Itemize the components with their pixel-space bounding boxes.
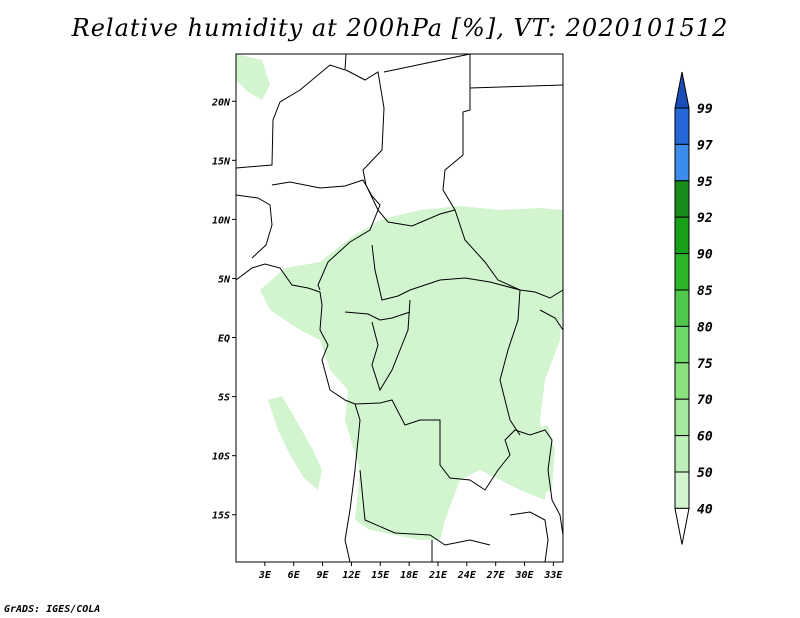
border-west <box>235 194 273 259</box>
border-drc-uganda <box>499 289 521 381</box>
colorbar-label: 70 <box>697 393 713 408</box>
colorbar-label: 60 <box>697 430 713 445</box>
humidity-region-atlantic <box>268 396 322 490</box>
border-egypt-sudan <box>469 84 564 89</box>
colorbar-label: 80 <box>697 320 713 335</box>
border-angola-drc <box>354 399 486 491</box>
lon-tick-label: 27E <box>486 570 506 581</box>
colorbar-segment <box>674 289 690 327</box>
border-mozambique <box>509 511 549 563</box>
longitude-axis: 3E 6E 9E 12E 15E 18E 21E 24E 27E 30E 33E <box>258 562 563 581</box>
lon-tick-label: 3E <box>258 570 272 581</box>
colorbar-label: 50 <box>697 466 713 481</box>
colorbar-label: 97 <box>697 138 713 153</box>
coastline <box>235 263 361 563</box>
colorbar-segment <box>674 216 690 255</box>
lon-tick-label: 24E <box>457 570 477 581</box>
colorbar: 99 97 95 92 90 85 80 75 70 60 50 40 <box>674 71 713 545</box>
colorbar-segment <box>674 398 690 437</box>
lat-tick-label: 20N <box>211 97 231 108</box>
border-niger-chad <box>345 69 385 211</box>
lon-tick-label: 33E <box>543 570 563 581</box>
border-chad-libya-sudan <box>383 53 471 211</box>
border-nigeria <box>271 179 381 291</box>
lon-tick-label: 6E <box>288 570 301 581</box>
lon-tick-label: 18E <box>400 570 419 581</box>
humidity-region-nw <box>236 54 270 100</box>
border-gabon <box>344 311 411 321</box>
colorbar-segment <box>674 253 690 291</box>
border-zambia-tanzania <box>484 429 564 536</box>
lat-tick-label: 15S <box>212 511 230 522</box>
colorbar-label: 99 <box>697 102 713 117</box>
colorbar-segment <box>674 143 690 182</box>
lon-tick-label: 30E <box>514 570 534 581</box>
lat-tick-label: 5N <box>218 274 231 285</box>
lon-tick-label: 15E <box>371 570 390 581</box>
latitude-axis: 20N 15N 10N 5N EQ 5S 10S 15S <box>211 97 236 522</box>
colorbar-label: 40 <box>697 502 713 517</box>
colorbar-segment <box>674 180 690 218</box>
lon-tick-label: 21E <box>428 570 448 581</box>
lon-tick-label: 12E <box>342 570 361 581</box>
colorbar-segment <box>674 435 690 473</box>
border-angola-south <box>359 469 491 546</box>
grads-credit: GrADS: IGES/COLA <box>4 604 101 615</box>
colorbar-label: 85 <box>697 284 713 299</box>
lat-tick-label: EQ <box>218 334 230 345</box>
map-frame <box>235 53 564 563</box>
colorbar-bottom-arrow <box>674 507 690 545</box>
humidity-shading <box>236 54 563 540</box>
country-borders <box>235 53 564 563</box>
colorbar-label: 75 <box>697 357 713 372</box>
humidity-region-central <box>260 206 563 540</box>
lat-tick-label: 10S <box>212 452 230 463</box>
colorbar-label: 90 <box>697 248 713 263</box>
border-uganda-kenya <box>539 309 564 331</box>
map-area <box>235 53 564 563</box>
lat-tick-label: 15N <box>212 156 231 167</box>
colorbar-label: 95 <box>697 175 713 190</box>
colorbar-segment <box>674 107 690 145</box>
chart-title: Relative humidity at 200hPa [%], VT: 202… <box>71 14 729 42</box>
colorbar-label: 92 <box>697 211 713 226</box>
border-car-sudan <box>377 209 564 299</box>
colorbar-segment <box>674 325 690 364</box>
colorbar-segment <box>674 362 690 400</box>
lat-tick-label: 5S <box>218 393 230 404</box>
border-congo <box>371 299 411 392</box>
lon-tick-label: 9E <box>317 570 330 581</box>
border-algeria-niger <box>235 53 347 169</box>
border-lake-tanganyika <box>499 379 521 436</box>
colorbar-segment <box>674 471 690 509</box>
border-car-drc <box>371 244 521 301</box>
colorbar-top-arrow <box>674 71 690 109</box>
lat-tick-label: 10N <box>212 215 231 226</box>
